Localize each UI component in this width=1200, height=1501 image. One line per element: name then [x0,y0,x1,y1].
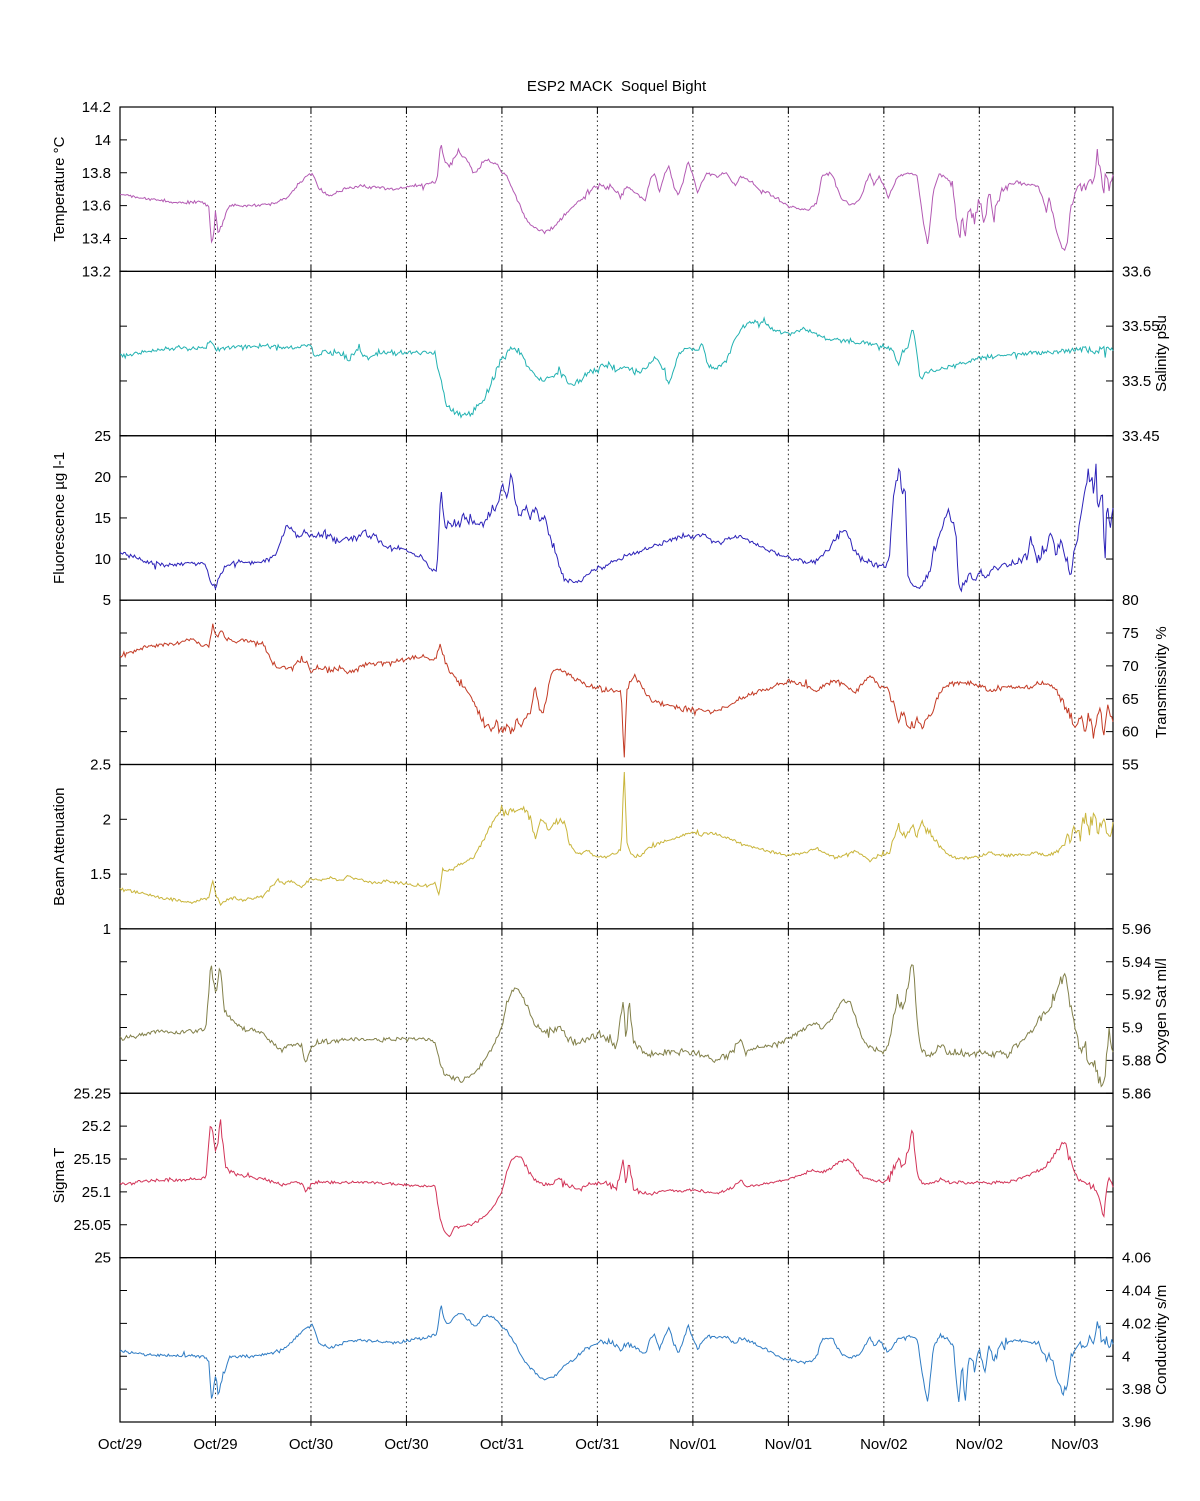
oxygen-sat-ytick-label: 5.94 [1122,954,1151,971]
xtick-label: Nov/02 [860,1436,908,1453]
beam-attenuation-ytick-label: 2 [103,811,111,828]
beam-attenuation-ytick-label: 1 [103,921,111,938]
transmissivity-ytick-label: 55 [1122,757,1139,774]
oxygen-sat-ytick-label: 5.86 [1122,1085,1151,1102]
xtick-label: Oct/31 [575,1436,619,1453]
fluorescence-ytick-label: 25 [94,428,111,445]
conductivity-ytick-label: 4.06 [1122,1250,1151,1267]
conductivity-ytick-label: 4 [1122,1348,1130,1365]
panel-fluorescence: 25 20 15 10 5 Fluorescence µg l-1 [51,428,1114,609]
fluorescence-ytick-label: 5 [103,592,111,609]
beam-attenuation-ytick-label: 2.5 [90,757,111,774]
conductivity-axis-label: Conductivity s/m [1153,1285,1170,1395]
chart-title: ESP2 MACK Soquel Bight [526,78,707,95]
sigma-t-ytick-label: 25 [94,1250,111,1267]
temperature-ytick-label: 13.6 [82,198,111,215]
temperature-ytick-label: 13.8 [82,165,111,182]
temperature-ytick-label: 13.2 [82,263,111,280]
xtick-label: Oct/30 [289,1436,333,1453]
series-temperature [119,145,1114,252]
sigma-t-ytick-label: 25.1 [82,1184,111,1201]
transmissivity-ytick-label: 80 [1122,592,1139,609]
oxygen-sat-ytick-label: 5.88 [1122,1052,1151,1069]
oxygen-sat-ytick-label: 5.96 [1122,921,1151,938]
panel-border [119,1257,1114,1423]
xtick-label: Oct/30 [384,1436,428,1453]
temperature-ytick-label: 14 [94,132,111,149]
series-beam-attenuation [119,771,1114,907]
xtick-label: Nov/01 [765,1436,813,1453]
panel-border [119,435,1114,601]
panel-sigma-t: 25.25 25.2 25.15 25.1 25.05 25 Sigma T [51,1085,1114,1267]
panel-border [119,928,1114,1094]
oxygen-sat-ytick-label: 5.9 [1122,1020,1143,1037]
series-oxygen-sat [119,964,1114,1088]
panel-transmissivity: 80 75 70 65 60 55 Transmissivity % [119,592,1170,774]
panel-oxygen-sat: 5.96 5.94 5.92 5.9 5.88 5.86 Oxygen Sat ml/l [119,921,1170,1102]
xtick-label: Oct/31 [480,1436,524,1453]
panel-border [119,1092,1114,1259]
salinity-ytick-label: 33.55 [1122,318,1160,335]
transmissivity-ytick-label: 70 [1122,658,1139,675]
panel-border [119,106,1114,272]
panel-salinity: 33.6 33.55 33.5 33.45 Salinity psu [119,263,1170,445]
panel-beam-attenuation: 2.5 2 1.5 1 Beam Attenuation [51,757,1114,938]
conductivity-ytick-label: 4.04 [1122,1283,1151,1300]
temperature-axis-label: Temperature °C [51,136,68,241]
xtick-label: Oct/29 [193,1436,237,1453]
transmissivity-axis-label: Transmissivity % [1153,626,1170,738]
fluorescence-axis-label: Fluorescence µg l-1 [51,452,68,584]
fluorescence-ytick-label: 10 [94,551,111,568]
sigma-t-ytick-label: 25.15 [73,1151,111,1168]
oxygen-sat-axis-label: Oxygen Sat ml/l [1153,958,1170,1064]
salinity-ytick-label: 33.45 [1122,428,1160,445]
salinity-ytick-label: 33.6 [1122,263,1151,280]
temperature-ytick-label: 14.2 [82,99,111,116]
series-fluorescence [119,463,1114,593]
oxygen-sat-ytick-label: 5.92 [1122,987,1151,1004]
sigma-t-ytick-label: 25.2 [82,1118,111,1135]
salinity-axis-label: Salinity psu [1153,315,1170,392]
beam-attenuation-ytick-label: 1.5 [90,866,111,883]
xtick-label: Nov/03 [1051,1436,1099,1453]
salinity-ytick-label: 33.5 [1122,373,1151,390]
conductivity-ytick-label: 3.96 [1122,1414,1151,1431]
sigma-t-ytick-label: 25.25 [73,1085,111,1102]
series-conductivity [119,1305,1114,1403]
xtick-label: Nov/02 [956,1436,1004,1453]
panel-conductivity: 4.06 4.04 4.02 4 3.98 3.96 Conductivity s/m [119,1250,1170,1431]
panel-border [119,763,1114,930]
transmissivity-ytick-label: 60 [1122,724,1139,741]
panel-border [119,599,1114,766]
transmissivity-ytick-label: 75 [1122,625,1139,642]
series-transmissivity [119,623,1114,758]
sigma-t-axis-label: Sigma T [51,1148,68,1204]
series-sigma-t [119,1119,1114,1238]
panel-border [119,270,1114,437]
transmissivity-ytick-label: 65 [1122,691,1139,708]
xtick-label: Nov/01 [669,1436,717,1453]
sigma-t-ytick-label: 25.05 [73,1217,111,1234]
fluorescence-ytick-label: 15 [94,510,111,527]
conductivity-ytick-label: 4.02 [1122,1315,1151,1332]
series-salinity [119,316,1114,419]
xtick-label: Oct/29 [98,1436,142,1453]
temperature-ytick-label: 13.4 [82,231,111,248]
conductivity-ytick-label: 3.98 [1122,1381,1151,1398]
fluorescence-ytick-label: 20 [94,469,111,486]
panel-temperature: 14.2 14 13.8 13.6 13.4 13.2 Temperature °C [51,99,1114,280]
beam-attenuation-axis-label: Beam Attenuation [51,787,68,905]
